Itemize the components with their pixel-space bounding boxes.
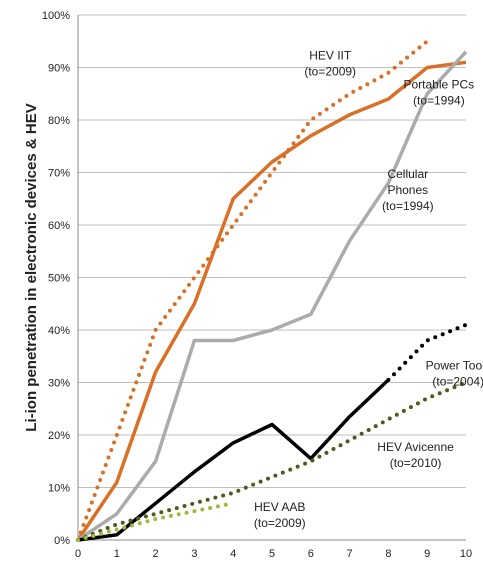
series-line: [76, 501, 236, 542]
y-tick-label: 90%: [48, 63, 70, 75]
y-tick-label: 40%: [48, 325, 70, 337]
y-tick-label: 80%: [48, 115, 70, 127]
x-tick-label: 1: [114, 548, 120, 560]
series-label: Portable PCs (to=1994): [403, 78, 474, 108]
series-label: Cellular Phones (to=1994): [382, 167, 434, 213]
series-label: HEV IIT (to=2009): [304, 49, 356, 79]
x-tick-label: 10: [460, 548, 472, 560]
series-line: [386, 322, 468, 382]
series-lines: [76, 39, 468, 542]
y-tick-label: 50%: [48, 273, 70, 285]
series-label: HEV Avicenne (to=2010): [377, 440, 454, 470]
series-line: [76, 60, 467, 541]
x-tick-label: 6: [308, 548, 314, 560]
x-tick-label: 4: [230, 548, 236, 560]
y-tick-label: 100%: [42, 10, 70, 22]
y-tick-label: 60%: [48, 220, 70, 232]
x-tick-label: 8: [385, 548, 391, 560]
axes: 0% 10% 20% 30% 40% 50% 60% 70% 80% 90% 100% 0 1 2 3 4 5 6…: [42, 10, 472, 560]
series-label: Power Tools(to=2004): [426, 358, 483, 388]
series-line: [76, 39, 430, 542]
x-tick-label: 3: [191, 548, 197, 560]
y-tick-label: 20%: [48, 430, 70, 442]
series-label: HEV AAB (to=2009): [254, 500, 306, 530]
y-tick-label: 30%: [48, 378, 70, 390]
x-tick-label: 7: [347, 548, 353, 560]
y-tick-label: 10%: [48, 483, 70, 495]
y-tick-label: 70%: [48, 168, 70, 180]
x-tick-label: 9: [424, 548, 430, 560]
x-tick-label: 0: [75, 548, 81, 560]
series-line: [77, 50, 468, 542]
y-tick-label: 0%: [54, 535, 70, 547]
series-line: [77, 378, 390, 542]
x-tick-label: 2: [153, 548, 159, 560]
x-tick-label: 5: [269, 548, 275, 560]
y-axis-title: Li-ion penetration in electronic devices…: [23, 103, 40, 431]
series-labels: HEV IIT (to=2009) Portable PCs (to=1994) Cel…: [254, 49, 483, 531]
